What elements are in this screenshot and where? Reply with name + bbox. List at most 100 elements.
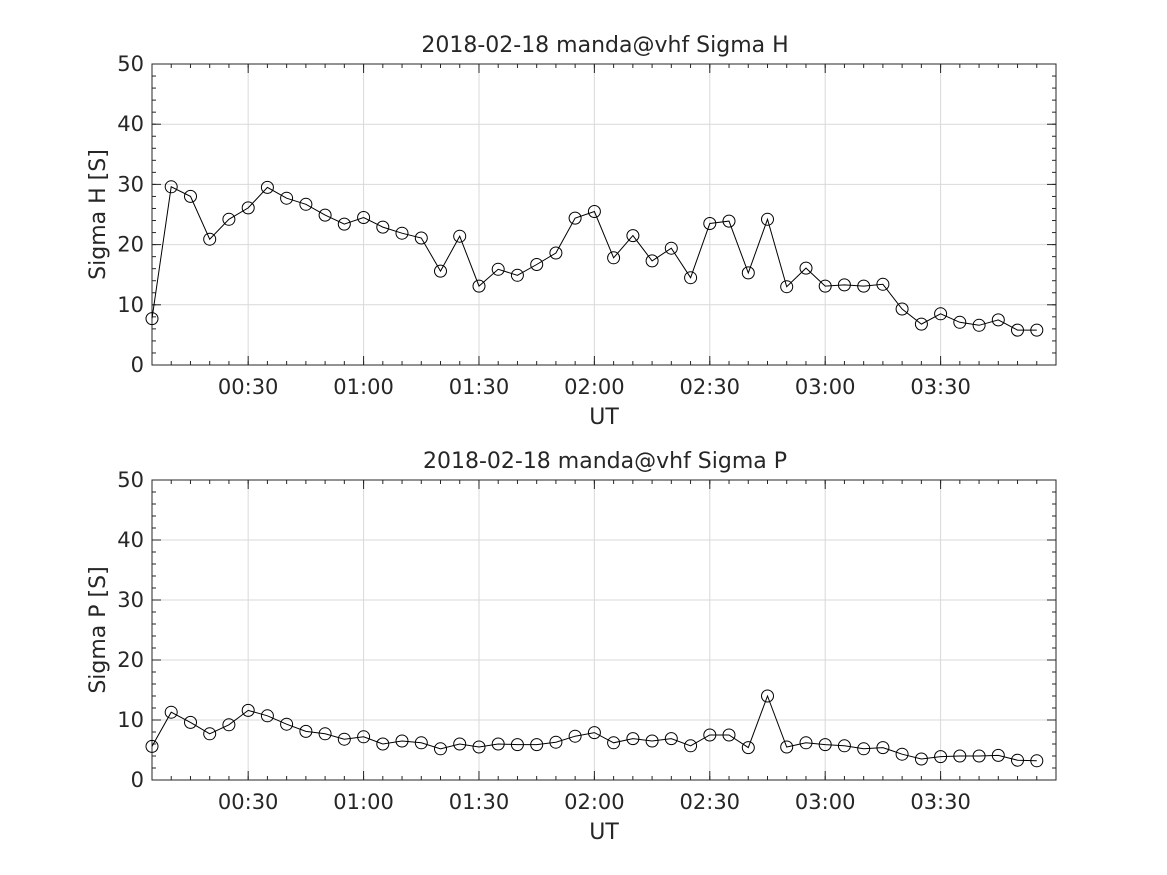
x-tick-label: 03:00 — [795, 790, 856, 814]
x-tick-label: 00:30 — [218, 790, 279, 814]
axes-box — [151, 63, 1057, 366]
y-tick-label: 30 — [117, 588, 144, 612]
y-tick-label: 0 — [131, 768, 144, 792]
data-point — [991, 748, 1005, 762]
data-point — [453, 737, 467, 751]
data-point — [1030, 754, 1044, 768]
data-point — [645, 734, 659, 748]
data-point — [664, 241, 678, 255]
data-point — [434, 742, 447, 756]
data-point — [357, 211, 371, 224]
data-point — [645, 254, 659, 268]
data-point — [299, 724, 313, 738]
data-point — [895, 747, 909, 761]
data-point — [684, 739, 698, 753]
data-point — [780, 740, 794, 754]
data-point — [434, 264, 447, 278]
data-point — [780, 280, 794, 294]
data-point — [722, 214, 736, 228]
x-tick-label: 01:00 — [333, 790, 394, 814]
data-point — [530, 738, 544, 752]
data-point — [260, 180, 274, 194]
y-tick-label: 10 — [117, 708, 144, 732]
axes-box — [151, 479, 1057, 781]
x-tick-label: 02:00 — [564, 375, 625, 399]
x-axis-label: UT — [589, 405, 619, 430]
data-point — [472, 740, 486, 754]
data-point — [587, 205, 601, 218]
data-point — [549, 735, 563, 749]
data-point — [510, 268, 524, 282]
data-point — [395, 226, 409, 240]
data-point — [1011, 323, 1024, 337]
y-tick-label: 10 — [117, 293, 144, 317]
y-axis-label: Sigma P [S] — [86, 566, 111, 693]
data-point — [953, 749, 967, 763]
data-point — [914, 317, 928, 331]
y-tick-label: 50 — [117, 52, 144, 76]
data-point — [145, 312, 159, 326]
data-point — [241, 703, 255, 717]
data-point — [818, 279, 832, 293]
data-point — [607, 736, 621, 750]
data-point — [934, 307, 948, 321]
data-point — [376, 220, 390, 234]
data-point — [934, 750, 948, 764]
x-tick-label: 03:30 — [910, 375, 971, 399]
data-point — [337, 217, 351, 231]
data-point — [184, 715, 197, 729]
data-point — [664, 732, 678, 746]
data-point — [626, 732, 640, 746]
data-point — [972, 749, 986, 763]
data-point — [876, 741, 890, 755]
x-tick-label: 01:00 — [333, 375, 394, 399]
chart-title: 2018-02-18 manda@vhf Sigma H — [421, 33, 788, 58]
data-point — [799, 261, 813, 275]
data-point — [453, 229, 467, 243]
data-point — [414, 736, 428, 750]
x-tick-label: 02:00 — [564, 790, 625, 814]
data-point — [414, 231, 428, 245]
data-point — [260, 709, 274, 723]
data-point — [799, 736, 813, 750]
data-point — [761, 212, 774, 226]
data-point — [241, 201, 255, 215]
data-point — [857, 279, 871, 293]
data-point — [684, 271, 698, 285]
data-point — [568, 211, 582, 225]
data-point — [184, 189, 197, 203]
data-point — [549, 246, 563, 260]
data-point — [222, 212, 236, 226]
y-axis-label: Sigma H [S] — [86, 149, 111, 280]
data-point — [761, 689, 774, 703]
chart-title: 2018-02-18 manda@vhf Sigma P — [423, 449, 787, 474]
data-point — [703, 217, 717, 230]
x-tick-label: 02:30 — [680, 375, 741, 399]
data-point — [722, 728, 736, 742]
data-point — [472, 279, 486, 293]
x-axis-label: UT — [589, 820, 619, 845]
data-point — [953, 315, 967, 329]
data-point — [318, 208, 332, 222]
y-tick-label: 40 — [117, 528, 144, 552]
y-tick-label: 0 — [131, 353, 144, 377]
data-point — [568, 729, 582, 743]
data-point — [703, 728, 717, 742]
data-point — [318, 727, 332, 741]
data-point — [395, 734, 409, 748]
data-point — [491, 262, 505, 276]
sigma-p-panel: 2018-02-18 manda@vhf Sigma P UT Sigma P … — [86, 449, 1057, 845]
data-point — [510, 738, 524, 752]
data-point — [164, 705, 178, 719]
data-point — [741, 266, 755, 280]
data-point — [203, 727, 217, 741]
data-point — [530, 258, 544, 271]
data-point — [357, 730, 371, 744]
data-point — [972, 318, 986, 332]
data-point — [164, 180, 178, 194]
data-point — [280, 191, 294, 205]
data-point — [837, 739, 851, 753]
y-tick-label: 50 — [117, 468, 144, 492]
series-line — [151, 694, 1037, 762]
